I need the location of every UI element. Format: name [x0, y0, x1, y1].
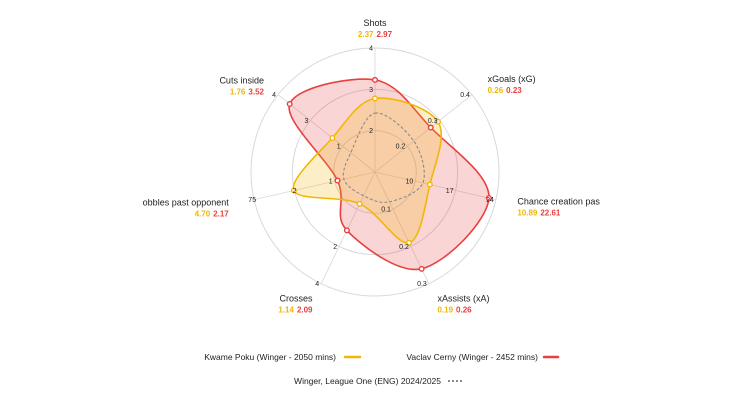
value-label-player-b-6: 2.17 [213, 209, 229, 218]
tick-label-extra-2: 5 [252, 197, 256, 204]
grid-spoke-2 [374, 94, 473, 173]
value-label-player-b-5: 2.09 [297, 306, 313, 315]
value-label-player-b-3: 22.61 [540, 208, 561, 217]
value-label-player-b-7: 3.52 [248, 87, 264, 96]
axis-values-5: 1.14 2.09 [278, 306, 313, 315]
axis-values-3: 10.89 22.61 [517, 208, 561, 217]
legend-label-player-b: Vaclav Cerny (Winger - 2452 mins) [406, 352, 538, 362]
value-label-player-a-6: 4.70 [195, 209, 211, 218]
axis-label-5: Crosses [280, 294, 314, 304]
tick-label-axis2-2: 0.3 [428, 118, 438, 125]
point-player-a-1 [372, 95, 379, 102]
grid-spoke-6 [254, 171, 376, 200]
grid-spoke-7 [277, 94, 376, 173]
grid-spoke-3 [374, 171, 496, 200]
point-player-a-3 [426, 181, 433, 188]
point-player-b-5 [343, 227, 350, 234]
value-label-player-a-5: 1.14 [278, 306, 294, 315]
tick-label-axis7-1: 1 [337, 144, 341, 151]
axis-values-2: 0.26 0.23 [488, 86, 523, 95]
point-player-b-6 [334, 177, 341, 184]
value-label-player-a-3: 10.89 [517, 208, 538, 217]
axis-label-1: Shots [363, 18, 387, 28]
tick-label-axis7-2: 3 [304, 118, 308, 125]
axis-label-2: xGoals (xG) [488, 74, 536, 84]
tick-label-axis2-1: 0.2 [396, 144, 406, 151]
tick-label-axis6-3: 7 [248, 197, 252, 204]
point-player-a-5 [356, 200, 363, 207]
tick-label-axis4-1: 0.1 [381, 207, 391, 214]
radar-shapes [286, 76, 492, 272]
tick-label-axis5-2: 2 [333, 244, 337, 251]
value-label-player-a-1: 2.37 [358, 30, 374, 39]
tick-label-axis4-3: 0.3 [417, 281, 427, 288]
value-label-player-b-1: 2.97 [377, 30, 393, 39]
series-line-baseline [342, 112, 425, 203]
tick-label-axis3-1: 10 [406, 179, 414, 186]
value-label-player-b-4: 0.26 [456, 306, 472, 315]
series-area-player-a [292, 97, 443, 244]
legend: Kwame Poku (Winger - 2050 mins) Vaclav C… [204, 352, 560, 386]
tick-label-extra-1: 2 [292, 188, 296, 195]
tick-label-axis1-2: 3 [369, 87, 373, 94]
tick-label-axis6-1: 1 [329, 179, 333, 186]
point-player-b-4 [418, 265, 425, 272]
legend-label-baseline: Winger, League One (ENG) 2024/2025 [294, 376, 441, 386]
radar-grid [250, 47, 500, 297]
value-label-player-a-4: 0.19 [437, 306, 453, 315]
point-player-b-7 [286, 100, 293, 107]
value-label-player-b-2: 0.23 [506, 86, 522, 95]
point-player-a-4 [406, 239, 413, 246]
point-player-a-6 [290, 187, 297, 194]
tick-label-axis1-3: 4 [369, 46, 373, 53]
tick-label-axis7-3: 4 [272, 92, 276, 99]
axis-label-6: obbles past opponent [143, 197, 230, 207]
tick-label-axis2-3: 0.4 [460, 92, 470, 99]
tick-label-axis4-2: 0.2 [399, 244, 409, 251]
axis-label-7: Cuts inside [219, 75, 264, 85]
point-player-b-2 [427, 124, 434, 131]
tick-label-axis3-3: 24 [486, 197, 494, 204]
axis-label-4: xAssists (xA) [437, 294, 489, 304]
axis-values-1: 2.37 2.97 [358, 30, 393, 39]
series-area-player-b [288, 78, 490, 271]
tick-label-axis1-1: 2 [369, 128, 373, 135]
grid-spoke-4 [374, 171, 430, 284]
value-label-player-a-7: 1.76 [230, 87, 246, 96]
tick-label-axis3-2: 17 [446, 188, 454, 195]
point-player-a-2 [435, 118, 442, 125]
legend-label-player-a: Kwame Poku (Winger - 2050 mins) [204, 352, 336, 362]
point-player-a-7 [329, 134, 336, 141]
axis-values-6: 4.70 2.17 [195, 209, 230, 218]
axis-label-3: Chance creation pas [517, 196, 600, 206]
value-label-player-a-2: 0.26 [488, 86, 504, 95]
tick-label-axis5-3: 4 [315, 281, 319, 288]
point-player-b-1 [372, 76, 379, 83]
point-player-b-3 [485, 194, 492, 201]
axis-values-4: 0.19 0.26 [437, 306, 472, 315]
axis-values-7: 1.76 3.52 [230, 87, 265, 96]
